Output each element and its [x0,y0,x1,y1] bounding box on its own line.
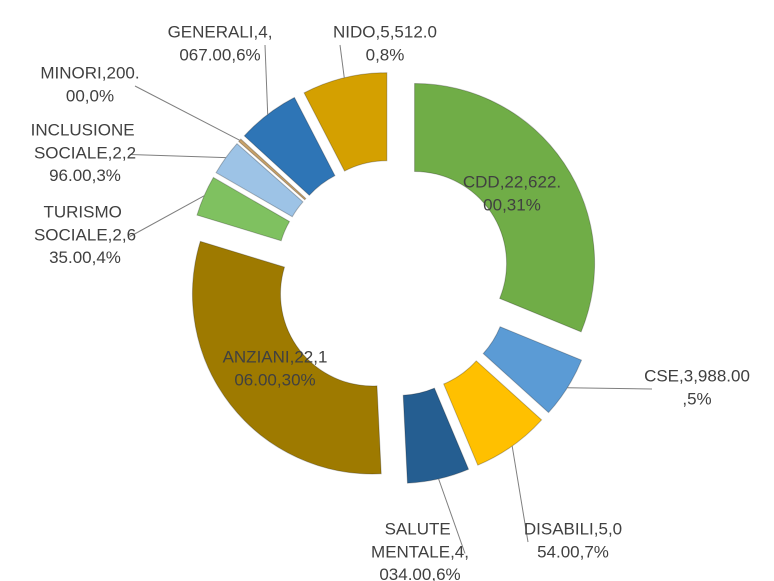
leader-line [511,445,529,543]
donut-slice [443,360,543,466]
leader-line [129,154,226,159]
data-label: MINORI,200. 00,0% [40,63,139,105]
data-label: TURISMO SOCIALE,2,6 35.00,4% [34,202,136,267]
leader-line [264,44,269,115]
leader-line [339,44,345,78]
data-label: DISABILI,5,0 54.00,7% [524,519,622,561]
donut-slice [196,176,291,242]
data-label: CSE,3,988.00,5% [644,366,750,408]
donut-slice [191,240,382,475]
leader-line [567,387,653,390]
donut-slice [215,142,304,218]
donut-slice [482,326,583,414]
data-label: INCLUSIONE SOCIALE,2,2 96.00,3% [31,120,140,185]
data-label: CDD,22,622. 00,31% [463,172,561,214]
leader-line [129,195,205,237]
donut-slice [303,72,388,172]
data-label: SALUTE MENTALE,4, 034.00,6% [371,519,469,581]
data-label: ANZIANI,22,1 06.00,30% [223,347,328,389]
leader-line [134,85,241,141]
donut-slice [238,138,307,201]
donut-slice [243,96,336,196]
donut-slice [414,83,596,333]
data-label: GENERALI,4, 067.00,6% [168,22,273,64]
leader-line [438,478,466,554]
data-label: NIDO,5,512.0 0,8% [333,22,437,64]
donut-slice [402,387,470,484]
